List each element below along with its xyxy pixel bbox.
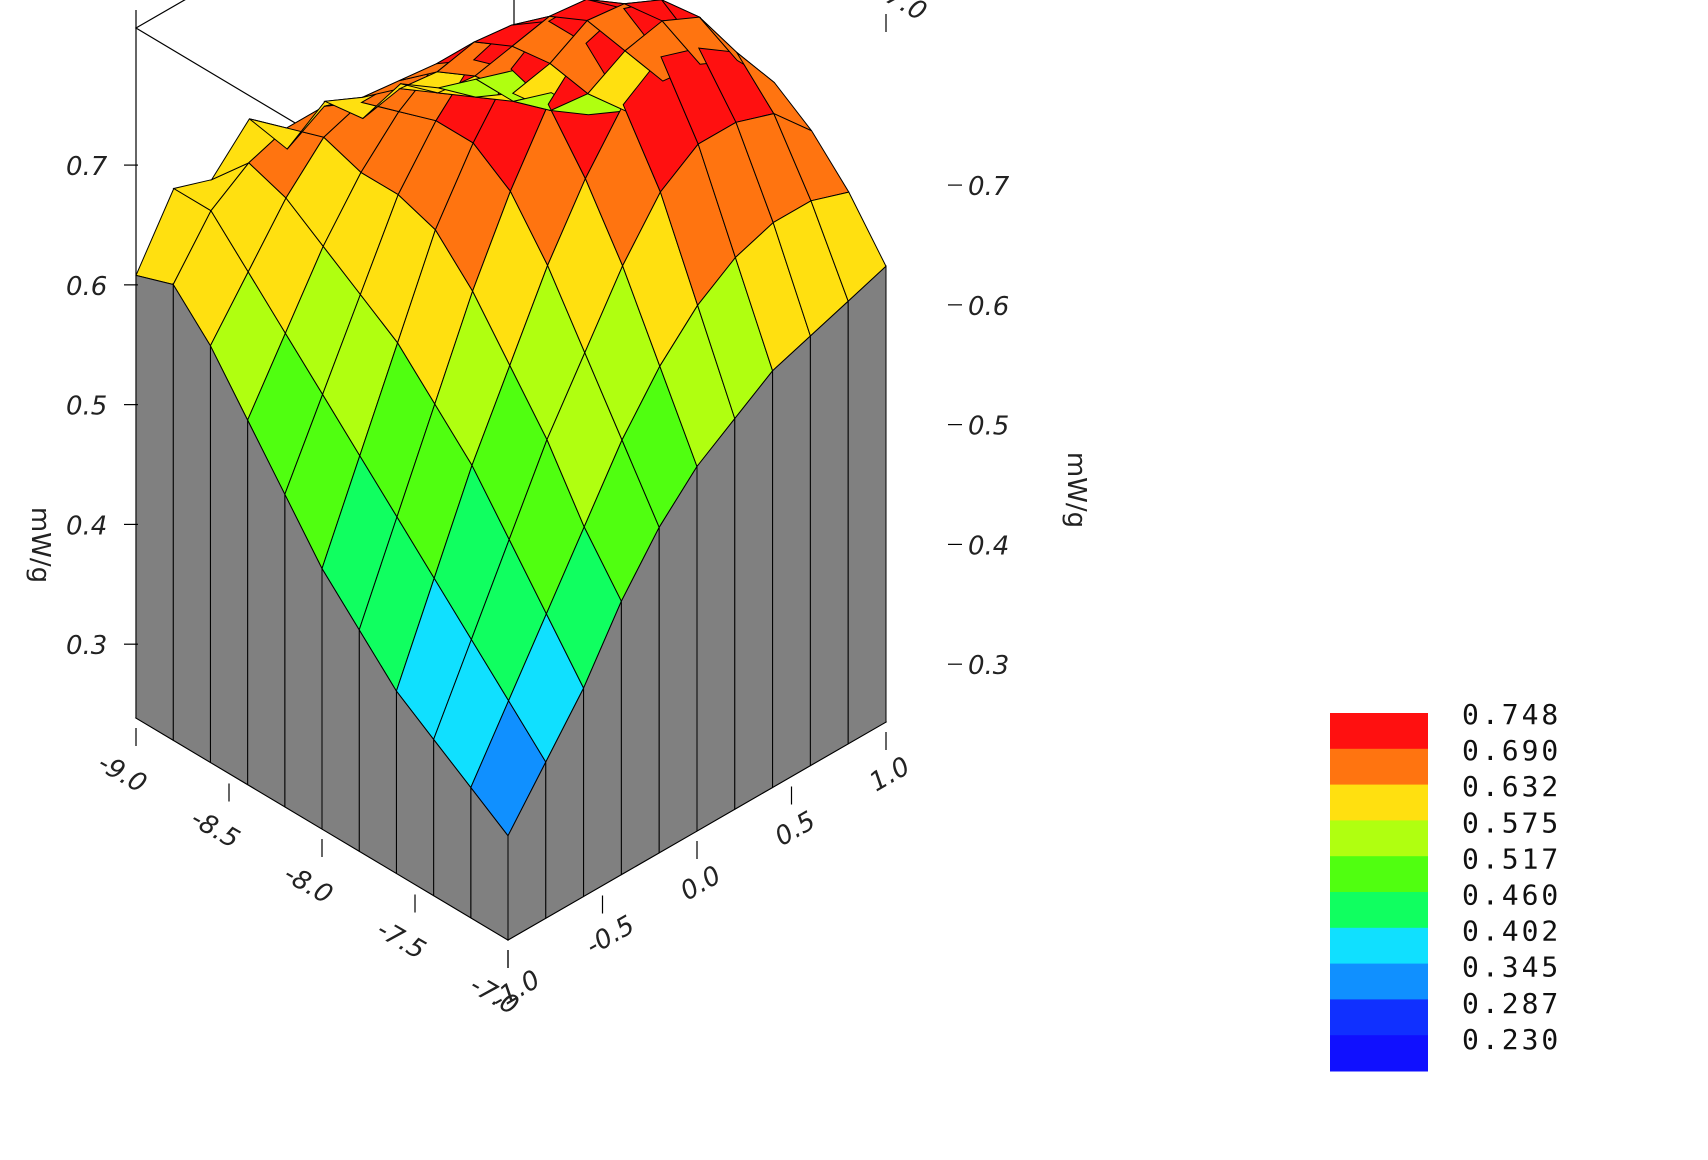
z-tick-label-right: 0.6 xyxy=(968,292,1009,322)
colorbar-swatch xyxy=(1330,1035,1428,1072)
colorbar-level-label: 0.287 xyxy=(1462,987,1561,1020)
front-wall-panel xyxy=(658,464,698,854)
z-tick-label-left: 0.3 xyxy=(66,631,107,661)
z-tick-label-left: 0.7 xyxy=(66,152,108,182)
colorbar-swatch xyxy=(1330,784,1428,821)
colorbar-swatch xyxy=(1330,820,1428,857)
colorbar-level-label: 0.632 xyxy=(1462,770,1561,803)
x-tick-label: 0.5 xyxy=(770,806,821,853)
colorbar-swatch xyxy=(1330,892,1428,929)
colorbar-level-label: 0.748 xyxy=(1462,698,1561,731)
y-top-tick-label: -7.0 xyxy=(873,0,932,27)
x-tick-label: 1.0 xyxy=(865,751,916,798)
z-axis-title-left: mW/g xyxy=(25,507,55,583)
z-axis-title-right: mW/g xyxy=(1061,452,1091,528)
z-tick-label-right: 0.7 xyxy=(968,172,1010,202)
y-tick-label: -8.5 xyxy=(186,804,245,855)
surface-walls xyxy=(135,265,887,941)
colorbar-level-label: 0.402 xyxy=(1462,915,1561,948)
colorbar-level-label: 0.575 xyxy=(1462,806,1561,839)
z-tick-label-right: 0.5 xyxy=(968,412,1009,442)
front-wall-panel xyxy=(734,369,774,811)
colorbar-swatch xyxy=(1330,856,1428,893)
y-tick-label: -8.0 xyxy=(279,859,338,910)
x-tick-label: -0.5 xyxy=(581,910,640,961)
colorbar-level-label: 0.230 xyxy=(1462,1023,1561,1056)
colorbar-swatch xyxy=(1330,713,1428,750)
y-tick-label: -9.0 xyxy=(93,748,152,799)
z-tick-label-right: 0.3 xyxy=(968,651,1009,681)
left-wall-panel xyxy=(172,282,211,764)
colorbar-swatch xyxy=(1330,963,1428,1000)
colorbar-swatch xyxy=(1330,748,1428,786)
colorbar-swatch xyxy=(1330,927,1428,965)
colorbar-level-label: 0.517 xyxy=(1462,842,1561,875)
y-tick-label: -7.5 xyxy=(372,915,431,966)
left-wall-panel xyxy=(209,345,249,786)
z-tick-label-left: 0.4 xyxy=(66,511,107,541)
x-tick-label: 0.0 xyxy=(676,860,727,907)
left-wall-panel xyxy=(135,274,174,742)
front-wall-panel xyxy=(809,300,849,767)
colorbar-level-label: 0.345 xyxy=(1462,951,1561,984)
colorbar-level-label: 0.460 xyxy=(1462,879,1561,912)
front-wall-panel xyxy=(847,265,887,745)
front-wall-panel xyxy=(772,334,811,789)
front-wall-panel xyxy=(696,417,736,832)
z-tick-label-left: 0.5 xyxy=(66,392,107,422)
colorbar-level-label: 0.690 xyxy=(1462,734,1561,767)
z-tick-label-right: 0.4 xyxy=(968,531,1009,561)
colorbar-swatch xyxy=(1330,999,1428,1036)
z-tick-label-left: 0.6 xyxy=(66,272,107,302)
